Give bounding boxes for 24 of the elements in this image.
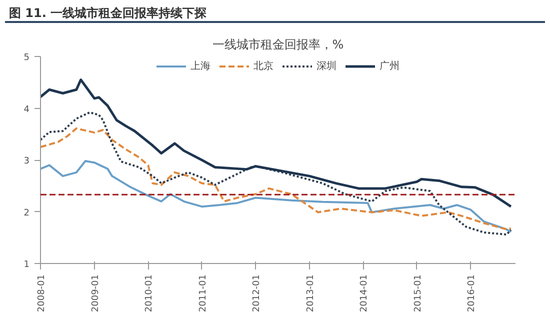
y-tick-label: 1 [24, 260, 30, 270]
legend-label: 北京 [254, 60, 274, 73]
line-series [40, 78, 512, 208]
x-tick-label: 2013-01 [306, 274, 316, 312]
legend-label: 广州 [380, 60, 400, 73]
legend-label: 上海 [190, 60, 210, 73]
x-tick-label: 2010-01 [144, 274, 155, 312]
x-tick-label: 2016-01 [467, 274, 478, 312]
x-tick-label: 2008-01 [37, 274, 47, 312]
y-tick-label: 2 [24, 208, 30, 218]
x-tick-label: 2012-01 [252, 274, 262, 312]
x-tick-label: 2009-01 [90, 274, 101, 312]
x-tick-label: 2014-01 [360, 274, 370, 312]
x-tick-label: 2015-01 [413, 274, 424, 312]
line-series [40, 127, 512, 230]
chart-title: 图 11. 一线城市租金回报率持续下探 [9, 5, 207, 22]
y-tick-label: 4 [24, 104, 30, 115]
y-tick-label: 3 [24, 156, 30, 166]
chart-subtitle: 一线城市租金回报率，% [212, 38, 344, 52]
legend-label: 深圳 [316, 60, 336, 73]
y-tick-label: 5 [24, 53, 30, 63]
x-tick-label: 2011-01 [198, 274, 208, 312]
line-series [40, 160, 512, 233]
line-series [40, 111, 512, 236]
